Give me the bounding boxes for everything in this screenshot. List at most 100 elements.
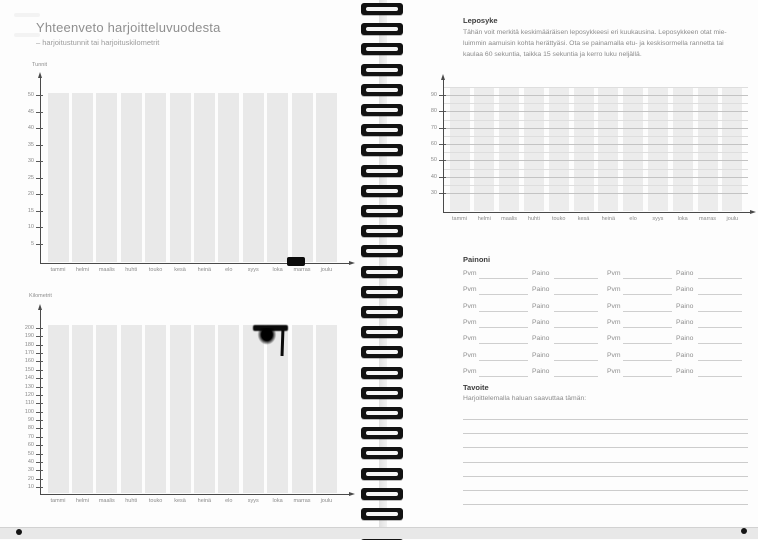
spiral-ring [361, 164, 403, 177]
paino-label: Paino [676, 302, 694, 310]
template-bar [96, 93, 118, 262]
month-label: kesä [174, 498, 186, 504]
y-tickmark [36, 111, 43, 113]
y-axis [40, 78, 41, 263]
month-label: maalis [501, 216, 518, 222]
month-label: helmi [477, 216, 491, 222]
spiral-ring [361, 346, 403, 359]
month-label: kesä [174, 267, 186, 273]
spiral-ring [361, 386, 403, 399]
y-tickmark [36, 487, 43, 488]
y-tickmark [36, 436, 43, 438]
y-tickmark [36, 470, 43, 472]
template-bar [47, 93, 69, 262]
x-axis [40, 263, 349, 264]
gridline-major [444, 111, 748, 113]
tavoite-heading: Tavoite [463, 383, 489, 392]
ruled-line [463, 447, 748, 449]
y-tickmark [36, 361, 43, 363]
gridline-major [444, 176, 748, 178]
y-tick-label: 170 [24, 350, 34, 357]
template-bar [315, 93, 337, 262]
spiral-ring [361, 265, 403, 278]
month-label: heinä [197, 498, 212, 504]
pvm-label: Pvm [463, 302, 477, 310]
y-tick-label: 15 [27, 207, 34, 214]
month-label: marras [698, 216, 717, 222]
spiral-ring [361, 447, 403, 460]
y-tickmark [36, 369, 43, 371]
y-axis [40, 310, 41, 494]
y-tick-label: 120 [24, 391, 34, 398]
paino-label: Paino [676, 318, 694, 326]
month-label: kesä [577, 216, 590, 222]
y-tick-label: 70 [430, 124, 437, 131]
spiral-ring [361, 306, 403, 318]
template-bar [145, 325, 167, 493]
month-label: tammi [50, 267, 66, 273]
ink-smudge-marras [287, 257, 305, 266]
y-tick-label: 20 [27, 475, 34, 482]
y-tick-label: 30 [27, 158, 34, 165]
left-page: Yhteenveto harjoitteluvuodesta – harjoit… [0, 0, 379, 527]
paino-line [698, 375, 742, 377]
x-axis [40, 494, 349, 495]
page-subtitle: – harjoitustunnit tai harjoituskilometri… [36, 38, 160, 47]
template-bar [71, 325, 93, 493]
template-column [623, 88, 644, 211]
pvm-label: Pvm [463, 270, 477, 277]
gridline-major [444, 144, 748, 145]
y-tick-label: 40 [430, 173, 437, 180]
spiral-ring [361, 3, 403, 15]
month-label: marras [293, 498, 311, 504]
desk-edge [0, 527, 758, 539]
spiral-ring [361, 43, 403, 56]
template-bar [193, 325, 215, 493]
leposyke-heading: Leposyke [463, 16, 498, 25]
y-tick-label: 200 [24, 325, 34, 331]
month-label: maalis [98, 267, 115, 273]
y-tick-label: 45 [27, 108, 34, 115]
y-tickmark [36, 128, 43, 130]
paino-label: Paino [532, 286, 550, 294]
y-tick-label: 180 [24, 341, 34, 348]
y-tick-label: 90 [430, 92, 437, 98]
y-tickmark [439, 176, 446, 178]
y-tick-label: 60 [430, 141, 437, 147]
pvm-line [479, 310, 528, 312]
gridline-minor [444, 152, 748, 154]
template-bar [71, 93, 93, 262]
template-column [598, 88, 619, 211]
template-bar [267, 325, 289, 493]
y-tick-label: 30 [27, 467, 34, 474]
month-label: joulu [320, 498, 333, 504]
gridline-minor [444, 135, 748, 137]
pvm-line [479, 293, 528, 296]
paino-label: Paino [676, 270, 694, 277]
y-tick-label: 10 [27, 484, 34, 490]
template-column [523, 88, 544, 211]
pvm-label: Pvm [607, 270, 621, 277]
spiral-ring [361, 326, 403, 339]
x-axis [443, 212, 750, 213]
paino-line [698, 310, 742, 312]
month-label: syys [247, 498, 259, 504]
y-tickmark [36, 344, 43, 346]
gridline-major [444, 127, 748, 129]
spiral-ring [361, 366, 403, 379]
template-bar [47, 325, 69, 493]
y-axis-arrow [38, 304, 42, 310]
template-bar [120, 93, 142, 262]
template-column [647, 88, 668, 211]
spiral-ring [361, 467, 403, 480]
gridline-minor [444, 168, 748, 170]
paino-line [554, 359, 598, 361]
tavoite-prompt: Harjoittelemalla haluan saavuttaa tämän: [463, 395, 587, 402]
template-bar [242, 325, 264, 493]
gridline-major [444, 95, 748, 96]
template-bar [242, 93, 264, 262]
pvm-label: Pvm [463, 351, 477, 359]
ruled-line [463, 490, 748, 491]
month-label: heinä [197, 267, 212, 273]
